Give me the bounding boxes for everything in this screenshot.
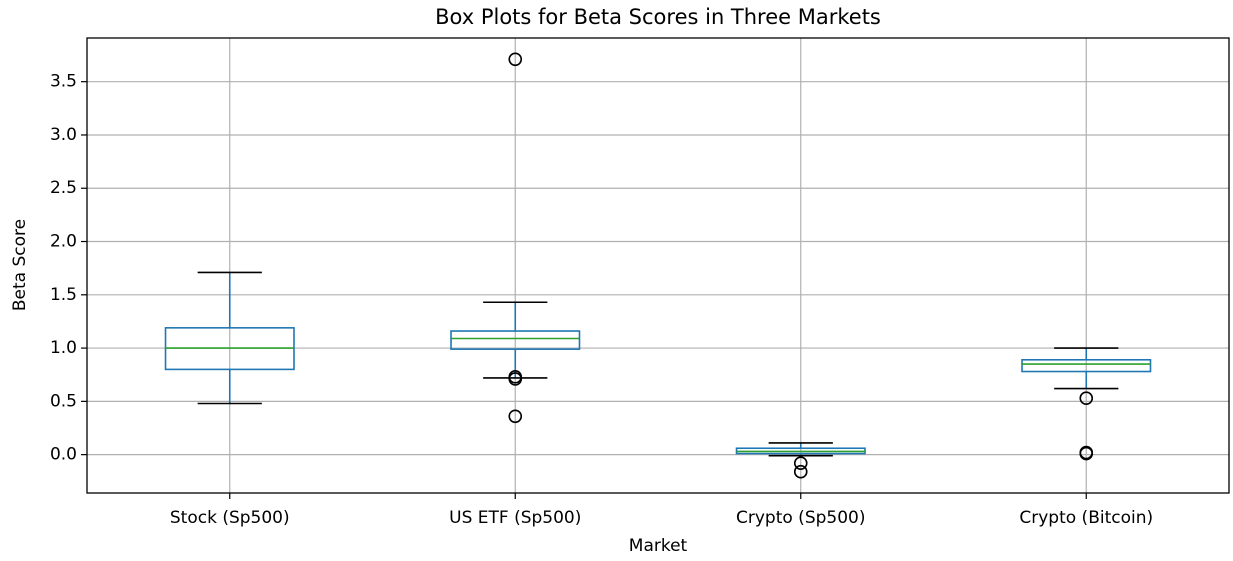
y-tick-label: 2.5 [50, 178, 77, 198]
x-tick-label: US ETF (Sp500) [449, 508, 581, 528]
outlier [1079, 446, 1094, 461]
y-tick-label: 3.5 [50, 72, 77, 92]
x-axis-label: Market [629, 536, 688, 556]
x-tick-label: Crypto (Bitcoin) [1019, 508, 1153, 528]
outlier [508, 372, 523, 386]
chart-title: Box Plots for Beta Scores in Three Marke… [435, 5, 881, 29]
outlier [508, 52, 523, 67]
x-tick-label: Stock (Sp500) [170, 508, 290, 528]
y-tick-label: 2.0 [50, 232, 77, 252]
y-axis-label: Beta Score [10, 219, 30, 311]
box [450, 330, 581, 350]
y-tick-label: 3.0 [50, 125, 77, 145]
outlier [793, 456, 808, 470]
outlier [1079, 391, 1094, 405]
y-tick-label: 0.5 [50, 391, 77, 411]
outlier [508, 409, 523, 424]
y-tick-label: 1.0 [50, 338, 77, 358]
outlier [793, 464, 808, 479]
plot-frame [86, 37, 1230, 494]
x-tick-label: Crypto (Sp500) [736, 508, 865, 528]
y-tick-label: 0.0 [50, 445, 77, 465]
y-tick-label: 1.5 [50, 285, 77, 305]
box [1021, 359, 1152, 373]
